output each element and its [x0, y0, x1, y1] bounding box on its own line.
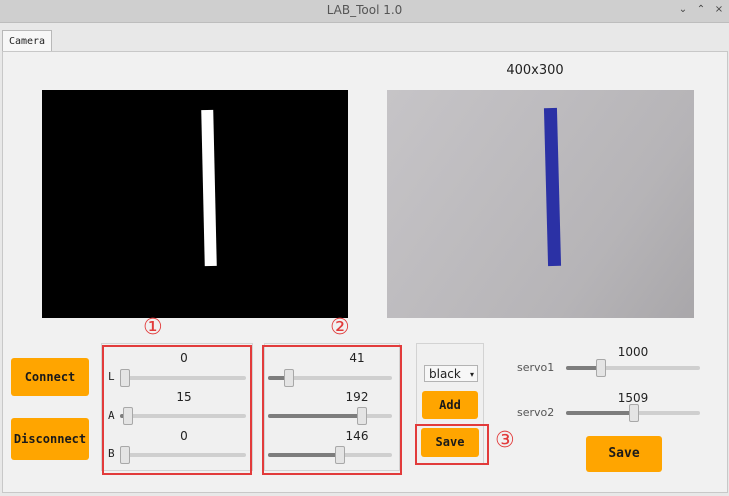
mask-stroke [201, 109, 217, 267]
maximize-icon[interactable]: ⌃ [696, 4, 706, 15]
a-min-slider[interactable] [120, 407, 246, 425]
l-min-handle[interactable] [119, 369, 130, 387]
b-min-slider[interactable] [119, 446, 246, 464]
marker-3: ③ [495, 428, 515, 453]
mask-preview [42, 90, 348, 318]
marker-1: ① [143, 315, 163, 340]
b-min-value: 0 [180, 429, 188, 443]
l-max-fill [268, 376, 288, 380]
resolution-label: 400x300 [506, 63, 564, 78]
servo1-slider[interactable] [566, 359, 700, 377]
add-button[interactable]: Add [422, 391, 478, 419]
l-max-slider[interactable] [268, 369, 392, 387]
connect-button[interactable]: Connect [11, 358, 89, 396]
l-min-value: 0 [180, 351, 188, 365]
l-max-value: 41 [349, 351, 365, 365]
l-min-slider[interactable] [119, 369, 246, 387]
servo2-slider[interactable] [566, 404, 700, 422]
disconnect-button[interactable]: Disconnect [11, 418, 89, 460]
b-max-slider[interactable] [268, 446, 392, 464]
b-max-fill [268, 453, 340, 457]
b-max-handle[interactable] [335, 446, 346, 464]
servo1-fill [566, 366, 600, 370]
servo2-handle[interactable] [629, 404, 639, 422]
a-max-value: 192 [345, 390, 369, 404]
servo2-value: 1509 [617, 391, 649, 405]
a-min-value: 15 [176, 390, 192, 404]
lab-max-group [264, 343, 400, 471]
b-max-value: 146 [345, 429, 369, 443]
a-label: A [108, 409, 115, 422]
tab-camera[interactable]: Camera [2, 30, 52, 52]
chevron-down-icon: ▾ [469, 370, 474, 379]
window-title: LAB_Tool 1.0 [326, 3, 403, 17]
highlight-box-2 [262, 345, 402, 475]
b-label: B [108, 447, 115, 460]
color-select-value: black [429, 367, 461, 381]
servo1-handle[interactable] [595, 359, 606, 377]
l-label: L [108, 370, 115, 383]
camera-preview [387, 90, 694, 318]
servo2-label: servo2 [517, 406, 555, 419]
minimize-icon[interactable]: ⌄ [678, 4, 688, 15]
servo1-label: servo1 [517, 361, 555, 374]
a-max-handle[interactable] [357, 407, 368, 425]
b-min-handle[interactable] [119, 446, 130, 464]
a-min-handle[interactable] [123, 407, 134, 425]
a-max-slider[interactable] [268, 407, 392, 425]
highlight-box-1 [102, 345, 252, 475]
servo2-fill [566, 411, 633, 415]
save-lab-button[interactable]: Save [421, 428, 479, 457]
close-icon[interactable]: × [714, 4, 724, 15]
marker-2: ② [330, 315, 350, 340]
a-max-fill [268, 414, 362, 418]
save-servo-button[interactable]: Save [586, 436, 662, 472]
servo1-value: 1000 [617, 345, 649, 359]
l-max-handle[interactable] [283, 369, 294, 387]
highlight-box-3 [415, 424, 489, 465]
color-select[interactable]: black ▾ [424, 365, 478, 382]
detected-object [543, 107, 562, 267]
title-bar: LAB_Tool 1.0 ⌄ ⌃ × [0, 0, 729, 23]
